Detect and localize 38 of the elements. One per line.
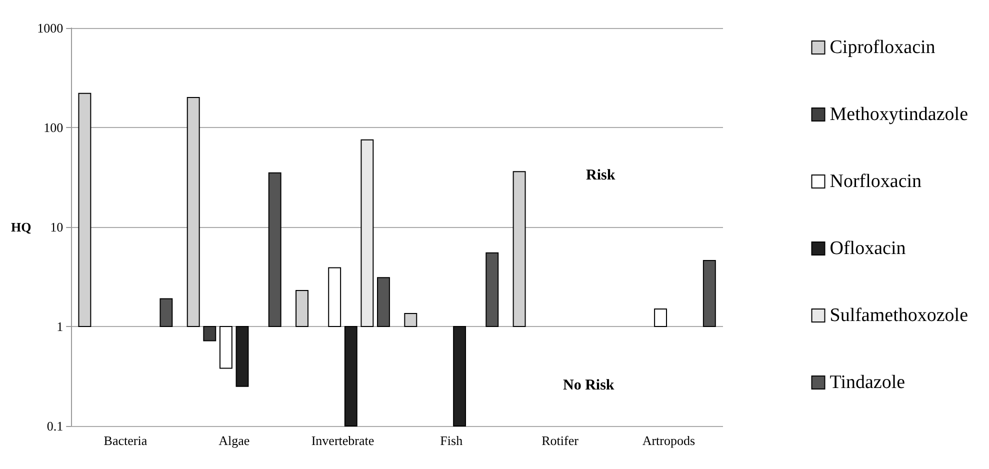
bar	[160, 298, 173, 327]
legend-label: Norfloxacin	[830, 171, 922, 192]
bar	[404, 313, 418, 327]
bar	[78, 92, 92, 327]
x-tick-label: Bacteria	[104, 433, 148, 448]
bar	[268, 172, 282, 327]
bar	[296, 290, 308, 327]
legend-label: Methoxytindazole	[830, 104, 968, 125]
x-tick-label: Algae	[218, 433, 250, 448]
legend-label: Tindazole	[830, 372, 906, 393]
annotation: Risk	[586, 168, 616, 184]
bar	[236, 326, 249, 387]
x-tick-label: Artropods	[642, 433, 696, 448]
x-tick-label: Fish	[440, 433, 464, 448]
bar	[654, 308, 668, 327]
bar	[186, 97, 200, 327]
y-axis-title: HQ	[10, 220, 32, 234]
bar	[702, 260, 716, 327]
annotation: No Risk	[563, 378, 615, 394]
y-tick-label: 10	[50, 220, 64, 234]
bar	[360, 139, 374, 327]
y-tick-label: 1	[56, 319, 64, 334]
y-tick-label: 0.1	[46, 418, 64, 434]
bar	[512, 171, 526, 327]
bar	[453, 326, 466, 426]
bar	[344, 326, 358, 426]
bar	[203, 326, 216, 342]
legend-label: Ofloxacin	[830, 238, 906, 259]
y-tick-label: 1000	[37, 20, 64, 36]
x-tick-label: Invertebrate	[311, 433, 374, 448]
bar	[219, 326, 232, 369]
x-tick-label: Rotifer	[542, 433, 580, 448]
legend-label: Ciprofloxacin	[830, 37, 936, 58]
bar	[328, 267, 342, 327]
legend-label: Sulfamethoxozole	[830, 305, 968, 326]
bar	[486, 252, 499, 327]
y-tick-label: 100	[44, 120, 64, 135]
bar	[377, 277, 390, 327]
